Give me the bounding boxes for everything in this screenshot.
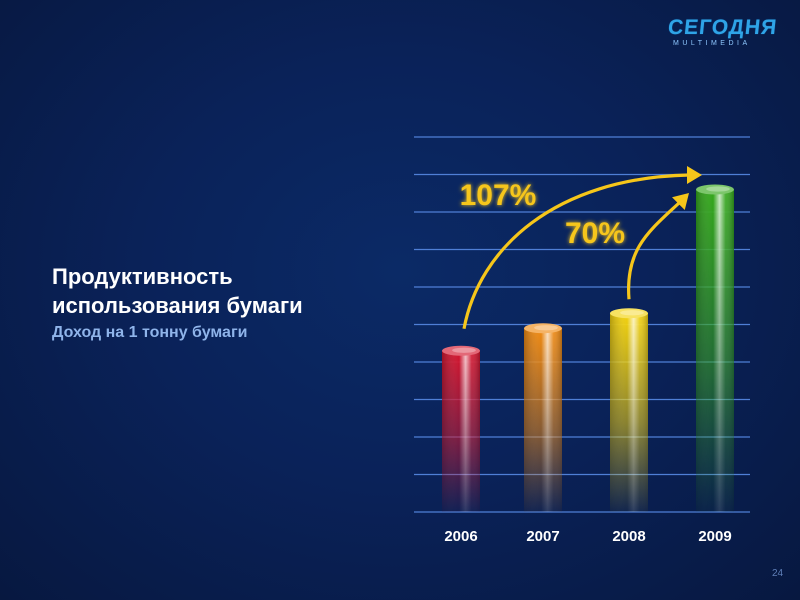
annotation-arrow-70	[626, 201, 681, 300]
logo-subtext: MULTIMEDIA	[673, 40, 751, 47]
x-tick-label: 2006	[444, 528, 477, 545]
slide-subtitle: Доход на 1 тонну бумаги	[52, 324, 248, 341]
bar-2007	[524, 323, 562, 512]
bar-highlight	[610, 313, 648, 512]
bar-highlight	[524, 328, 562, 512]
bar-cap-shine	[534, 325, 558, 331]
bar-cap-shine	[620, 310, 644, 316]
bar-highlight	[696, 189, 734, 512]
annotation-arrowhead-107	[687, 166, 702, 184]
bar-2009	[696, 184, 734, 512]
bar-2006	[442, 345, 480, 512]
bar-cap-shine	[452, 347, 476, 353]
page-number: 24	[772, 568, 784, 579]
x-tick-label: 2008	[612, 528, 645, 545]
x-tick-label: 2007	[526, 528, 559, 545]
annotation-label-70: 70%	[565, 217, 625, 250]
annotation-label-107: 107%	[460, 179, 537, 212]
annotation-arrowhead-70	[672, 193, 689, 210]
slide-title-block: Продуктивность использования бумаги Дохо…	[52, 262, 372, 342]
x-tick-label: 2009	[698, 528, 731, 545]
bar-highlight	[442, 350, 480, 512]
brand-logo: СЕГОДНЯ MULTIMEDIA	[667, 16, 780, 50]
slide-title-line-1: Продуктивность	[52, 264, 233, 289]
bar-2008	[610, 308, 648, 512]
slide-title-line-2: использования бумаги	[52, 293, 303, 318]
annotation-arrow-107	[462, 173, 690, 330]
bar-cap-shine	[706, 186, 730, 192]
